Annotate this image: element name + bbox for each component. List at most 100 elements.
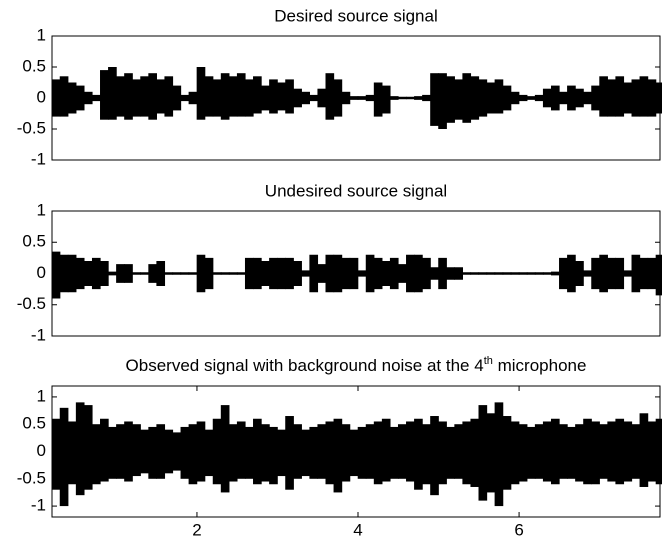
waveform-segment	[534, 94, 544, 102]
waveform-segment	[550, 271, 560, 276]
waveform-segment	[188, 272, 198, 275]
waveform-segment	[462, 73, 472, 123]
waveform-segment	[414, 418, 423, 490]
waveform-segment	[333, 254, 343, 293]
waveform-segment	[317, 424, 327, 479]
waveform-segment	[59, 407, 69, 507]
waveform-segment	[510, 272, 520, 275]
waveform-segment	[301, 429, 310, 477]
waveform-segment	[59, 76, 69, 117]
x-tick-label: 4	[353, 520, 362, 539]
waveform-segment	[454, 424, 464, 479]
waveform-segment	[357, 96, 367, 100]
waveform-segment	[575, 424, 584, 482]
waveform-segment	[253, 418, 262, 485]
waveform-segment	[639, 76, 649, 117]
waveform-segment	[623, 421, 633, 482]
waveform-segment	[599, 76, 608, 117]
waveform-segment	[349, 96, 359, 100]
waveform-segment	[542, 88, 552, 108]
waveform-segment	[542, 272, 552, 275]
y-tick-label: -0.5	[17, 294, 46, 313]
waveform-segment	[285, 79, 294, 114]
waveform-segment	[397, 424, 407, 479]
waveform-segment	[478, 405, 488, 501]
waveform-segment	[156, 261, 166, 286]
waveform-segment	[67, 254, 77, 293]
y-tick-label: 0.5	[22, 232, 46, 251]
waveform-segment	[397, 264, 407, 283]
waveform-segment	[567, 426, 576, 479]
waveform-segment	[647, 79, 657, 117]
waveform-segment	[196, 421, 206, 482]
waveform-segment	[132, 424, 141, 477]
waveform-segment	[180, 272, 190, 275]
waveform-segment	[100, 418, 109, 482]
waveform-segment	[277, 82, 286, 111]
title-part: microphone	[493, 356, 587, 375]
waveform-segment	[647, 257, 657, 290]
waveform-segment	[623, 82, 633, 114]
waveform-segment	[293, 261, 302, 286]
waveform-segment	[454, 79, 464, 120]
y-tick-label: -0.5	[17, 468, 46, 487]
waveform-segment	[478, 272, 488, 275]
waveform-segment	[293, 88, 302, 108]
subplot: Observed signal with background noise at…	[17, 355, 662, 539]
waveform-segment	[631, 79, 641, 117]
waveform-segment	[486, 82, 496, 114]
waveform-segment	[389, 257, 399, 290]
waveform-segment	[462, 421, 472, 485]
y-tick-label: -1	[31, 149, 46, 168]
waveform-segment	[228, 76, 238, 117]
waveform-segment	[309, 426, 319, 479]
waveform-segment	[228, 272, 238, 275]
waveform-segment	[510, 421, 520, 485]
waveform-segment	[583, 91, 592, 105]
waveform-segment	[526, 272, 536, 275]
title-part: th	[484, 355, 493, 367]
waveform-segment	[67, 82, 77, 114]
waveform-segment	[140, 429, 149, 474]
waveform-segment	[615, 257, 625, 290]
waveform-segment	[156, 424, 166, 479]
waveform-segment	[422, 94, 431, 102]
waveform-segment	[180, 94, 190, 102]
waveform-segment	[301, 91, 310, 105]
waveform-segment	[583, 270, 592, 277]
waveform-segment	[607, 79, 617, 117]
waveform-segment	[132, 272, 141, 275]
waveform-segment	[406, 421, 415, 482]
waveform-segment	[108, 67, 117, 120]
waveform-segment	[91, 424, 101, 485]
waveform-segment	[365, 94, 375, 102]
y-tick-label: 0	[37, 263, 46, 282]
waveform-segment	[414, 96, 423, 100]
waveform-segment	[478, 79, 488, 117]
waveform-segment	[100, 261, 109, 286]
waveform-segment	[591, 85, 600, 111]
waveform-segment	[381, 85, 391, 114]
waveform-segment	[325, 73, 335, 120]
waveform-segment	[615, 418, 625, 485]
waveform-segment	[559, 91, 568, 105]
y-tick-label: 0.5	[22, 414, 46, 433]
waveform-segment	[309, 94, 319, 102]
waveform-segment	[575, 261, 584, 286]
waveform-segment	[599, 424, 608, 479]
waveform-segment	[244, 426, 254, 479]
waveform-segment	[91, 94, 101, 102]
waveform-segment	[430, 267, 439, 280]
waveform-segment	[373, 257, 383, 290]
waveform-segment	[164, 76, 174, 117]
waveform-segment	[518, 424, 528, 482]
y-tick-label: -1	[31, 325, 46, 344]
waveform-segment	[188, 424, 198, 485]
waveform-segment	[438, 421, 447, 485]
waveform-segment	[172, 432, 182, 471]
waveform-segment	[196, 67, 206, 120]
waveform-segment	[502, 416, 512, 490]
waveform-segment	[647, 421, 657, 482]
waveform-segment	[559, 424, 568, 479]
